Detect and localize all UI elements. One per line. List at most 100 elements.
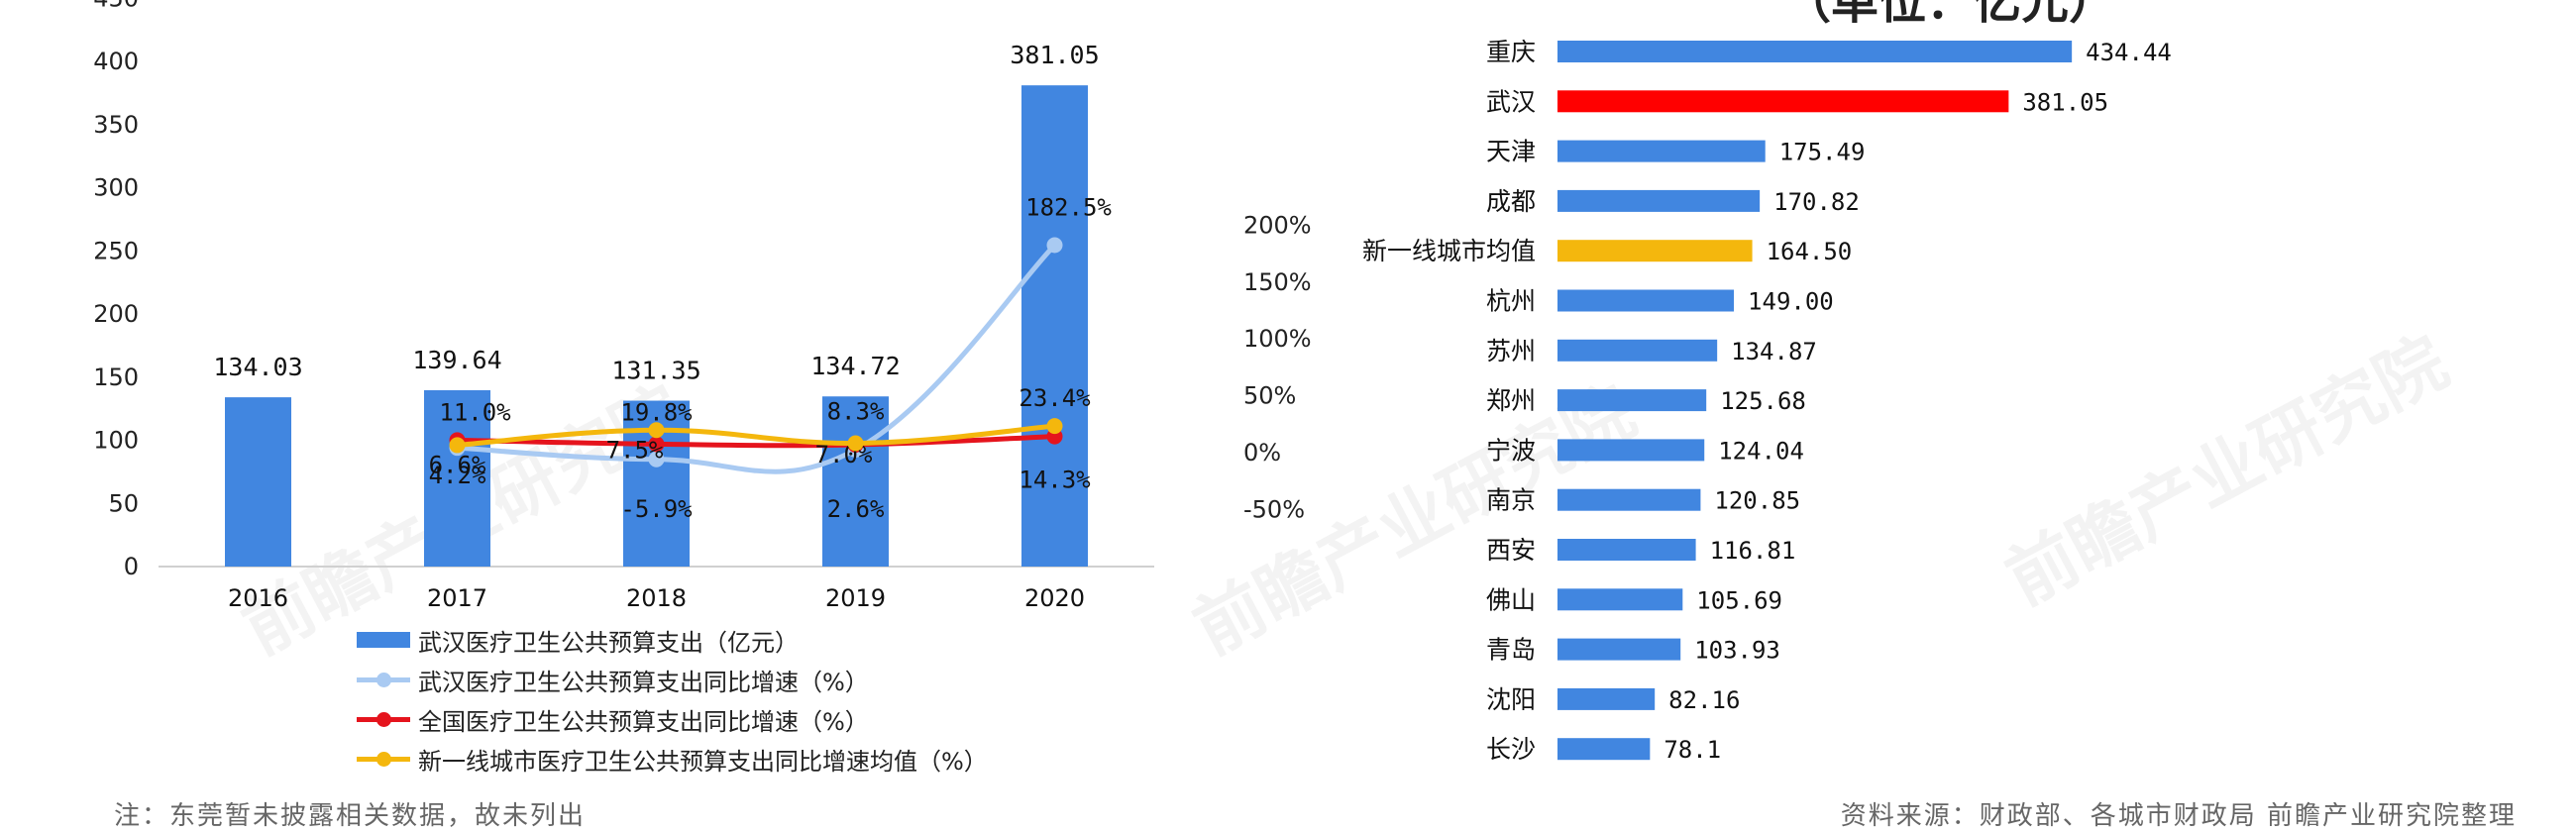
line-data-label: 14.3% xyxy=(1019,467,1091,494)
x-tick-label: 2018 xyxy=(626,584,687,612)
bar xyxy=(424,389,490,567)
y-tick-label: 0 xyxy=(124,553,139,580)
bar xyxy=(1557,638,1681,661)
bar xyxy=(1557,488,1701,511)
line-data-label: 4.2% xyxy=(429,462,486,489)
series-line xyxy=(457,423,1055,448)
x-tick-label: 2016 xyxy=(228,584,288,612)
bar xyxy=(1021,85,1088,567)
bar-data-label: 134.87 xyxy=(1731,338,1817,365)
category-label: 南京 xyxy=(1486,486,1536,515)
bar xyxy=(225,397,291,567)
series-point xyxy=(648,422,665,439)
legend-item: 武汉医疗卫生公共预算支出（亿元） xyxy=(357,620,988,660)
y-tick-label: 250 xyxy=(93,237,139,264)
category-label: 青岛 xyxy=(1486,636,1536,665)
bar xyxy=(1557,738,1651,761)
bar-data-label: 381.05 xyxy=(1010,41,1099,69)
series-point xyxy=(1046,418,1063,435)
bar xyxy=(1557,339,1718,362)
bar xyxy=(1557,41,2073,62)
bar xyxy=(1557,140,1766,162)
legend-line-swatch xyxy=(357,749,410,769)
line-data-label: 7.5% xyxy=(606,436,664,464)
y-tick-label: 200 xyxy=(93,300,139,328)
bar xyxy=(1557,439,1705,462)
y2-tick-label: 100% xyxy=(1243,325,1312,353)
bar xyxy=(1557,289,1735,312)
bar-data-label: 164.50 xyxy=(1767,238,1853,265)
category-label: 杭州 xyxy=(1486,287,1536,316)
x-tick-label: 2019 xyxy=(825,584,886,612)
line-data-label: 23.4% xyxy=(1019,384,1091,412)
bar xyxy=(1557,588,1683,611)
legend-item: 武汉医疗卫生公共预算支出同比增速（%） xyxy=(357,660,988,699)
category-label: 新一线城市均值 xyxy=(1362,237,1536,265)
category-label: 天津 xyxy=(1486,138,1536,166)
bar-data-label: 82.16 xyxy=(1668,686,1740,714)
y-tick-label: 450 xyxy=(93,0,139,12)
y-tick-label: 50 xyxy=(108,489,139,517)
chart-title: （单位：亿元） xyxy=(1783,0,2117,30)
series-point xyxy=(1046,237,1063,254)
category-label: 郑州 xyxy=(1486,386,1536,415)
legend-label: 新一线城市医疗卫生公共预算支出同比增速均值（%） xyxy=(418,747,988,776)
bar-data-label: 105.69 xyxy=(1696,586,1782,614)
line-data-label: 8.3% xyxy=(827,397,885,425)
bar xyxy=(1557,687,1656,710)
legend-label: 全国医疗卫生公共预算支出同比增速（%） xyxy=(418,707,869,736)
y2-tick-label: -50% xyxy=(1243,495,1305,523)
legend-line-swatch xyxy=(357,670,410,689)
category-label: 西安 xyxy=(1486,536,1536,565)
category-label: 武汉 xyxy=(1486,87,1536,116)
y2-tick-label: 200% xyxy=(1243,211,1312,239)
x-tick-label: 2017 xyxy=(427,584,487,612)
line-data-label: -5.9% xyxy=(620,495,693,523)
legend-label: 武汉医疗卫生公共预算支出同比增速（%） xyxy=(418,668,869,696)
y2-tick-label: 0% xyxy=(1243,439,1281,467)
bar-data-label: 124.04 xyxy=(1718,437,1804,465)
y2-tick-label: 150% xyxy=(1243,268,1312,296)
series-point xyxy=(648,436,665,453)
right-horizontal-bar-chart: 重庆 434.44 武汉 381.05 天津 175.49 成都 170.82 新一线城市均值 1… xyxy=(1362,38,2172,764)
bar-data-label: 149.00 xyxy=(1748,288,1834,316)
bar-data-label: 78.1 xyxy=(1664,736,1721,764)
bar xyxy=(1557,189,1761,212)
legend: 武汉医疗卫生公共预算支出（亿元） 武汉医疗卫生公共预算支出同比增速（%） 全国医疗卫… xyxy=(357,620,988,779)
bar-data-label: 434.44 xyxy=(2086,39,2172,66)
bar xyxy=(1557,240,1753,262)
bar xyxy=(1557,90,2009,113)
series-point xyxy=(648,451,665,468)
series-line xyxy=(457,434,1055,449)
bar-data-label: 175.49 xyxy=(1779,139,1866,166)
x-tick-label: 2020 xyxy=(1024,584,1085,612)
bar-data-label: 103.93 xyxy=(1694,637,1780,665)
bar xyxy=(1557,539,1696,561)
bar-data-label: 116.81 xyxy=(1710,537,1796,565)
legend-label: 武汉医疗卫生公共预算支出（亿元） xyxy=(418,628,799,657)
category-label: 成都 xyxy=(1486,187,1536,216)
series-line xyxy=(457,243,1057,474)
y-tick-label: 400 xyxy=(93,48,139,75)
bar-data-label: 170.82 xyxy=(1773,188,1860,216)
bar-data-label: 134.72 xyxy=(810,352,900,380)
bar-data-label: 139.64 xyxy=(412,346,501,374)
y2-tick-label: 50% xyxy=(1243,382,1296,410)
bar-data-label: 125.68 xyxy=(1720,387,1806,415)
category-label: 长沙 xyxy=(1486,735,1536,764)
line-data-label: 19.8% xyxy=(620,398,693,426)
y-tick-label: 150 xyxy=(93,364,139,391)
category-label: 佛山 xyxy=(1486,585,1536,614)
line-data-label: 182.5% xyxy=(1025,193,1112,221)
bar xyxy=(1557,389,1707,412)
bar xyxy=(822,396,889,567)
y-tick-label: 100 xyxy=(93,427,139,455)
category-label: 沈阳 xyxy=(1486,685,1536,714)
left-combo-chart: 0 50 100 150 200 250 300 350 400 450 -50% 0% 50% 100%… xyxy=(93,0,1311,612)
line-data-label: 2.6% xyxy=(827,495,885,523)
legend-item: 新一线城市医疗卫生公共预算支出同比增速均值（%） xyxy=(357,739,988,779)
y-tick-label: 350 xyxy=(93,111,139,139)
bar-data-label: 131.35 xyxy=(611,357,700,385)
series-point xyxy=(449,437,466,454)
